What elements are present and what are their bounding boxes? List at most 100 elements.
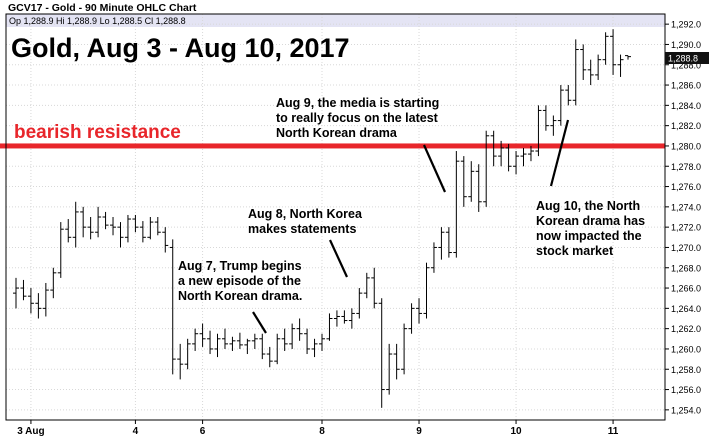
ohlc-bar xyxy=(580,44,587,80)
ohlc-bar xyxy=(110,217,117,236)
y-tick-label: 1,276.0 xyxy=(671,182,701,192)
ohlc-bar xyxy=(95,206,102,238)
y-tick-label: 1,262.0 xyxy=(671,324,701,334)
ohlc-bar xyxy=(430,242,437,273)
ohlc-bar xyxy=(139,221,146,243)
ohlc-bar xyxy=(505,143,512,172)
annotation-text-line: makes statements xyxy=(248,222,356,236)
y-tick-label: 1,290.0 xyxy=(671,40,701,50)
ohlc-bar xyxy=(572,39,579,106)
y-tick-label: 1,292.0 xyxy=(671,20,701,30)
ohlc-bar xyxy=(490,130,497,167)
y-tick-label: 1,280.0 xyxy=(671,141,701,151)
ohlc-bar xyxy=(289,323,296,349)
ohlc-bar xyxy=(602,32,609,65)
quote-readout: Op 1,288.9 Hi 1,288.9 Lo 1,288.5 Cl 1,28… xyxy=(9,16,186,26)
resistance-line-group xyxy=(0,143,665,149)
ohlc-bar xyxy=(513,151,520,175)
y-tick-label: 1,288.0 xyxy=(671,60,701,70)
ohlc-bar xyxy=(281,328,288,351)
y-tick-label: 1,272.0 xyxy=(671,223,701,233)
ohlc-bar xyxy=(236,332,243,349)
y-tick-label: 1,258.0 xyxy=(671,365,701,375)
x-axis: 3 Aug 4 6 8 9 10 11 xyxy=(17,420,619,437)
x-tick-label: 11 xyxy=(608,426,619,437)
ohlc-bar xyxy=(416,298,423,324)
x-tick-label: 6 xyxy=(200,426,206,437)
ohlc-bar xyxy=(177,343,184,380)
annotation-text-line: to really focus on the latest xyxy=(276,111,439,125)
ohlc-bar xyxy=(527,145,534,162)
ohlc-bar xyxy=(557,85,564,126)
plot-border xyxy=(5,13,666,421)
ohlc-bar xyxy=(587,59,594,86)
x-tick-label: 3 Aug xyxy=(17,426,44,437)
ohlc-bar xyxy=(132,214,139,233)
annotation-text-line: Korean drama has xyxy=(536,214,645,228)
ohlc-bar xyxy=(117,222,124,248)
ohlc-bar xyxy=(453,151,460,258)
y-tick-label: 1,286.0 xyxy=(671,81,701,91)
ohlc-bar xyxy=(154,217,161,236)
annotation-text-line: Aug 8, North Korea xyxy=(248,207,363,221)
ohlc-bar xyxy=(162,227,169,253)
ohlc-bar xyxy=(378,298,385,408)
ohlc-bar xyxy=(27,288,34,314)
ohlc-bar xyxy=(259,333,266,360)
ohlc-bar xyxy=(341,310,348,324)
ohlc-bar xyxy=(57,222,64,278)
last-price-label: 1,288.8 xyxy=(668,54,698,64)
ohlc-bar xyxy=(229,336,236,351)
ohlc-bar xyxy=(102,211,109,230)
y-tick-label: 1,282.0 xyxy=(671,121,701,131)
ohlc-bar xyxy=(445,227,452,258)
annotation-text-line: North Korean drama. xyxy=(178,289,302,303)
ohlc-bar xyxy=(617,54,624,77)
ohlc-bar xyxy=(363,272,370,299)
annotation-arrow xyxy=(329,239,348,278)
annotation-arrow xyxy=(549,119,570,187)
ohlc-bar xyxy=(326,313,333,341)
ohlc-bar xyxy=(542,105,549,131)
ohlc-bar xyxy=(565,85,572,106)
quote-header-band xyxy=(6,14,665,27)
ohlc-bar xyxy=(498,140,505,167)
ohlc-bar xyxy=(408,303,415,334)
ohlc-bar xyxy=(333,310,340,327)
ohlc-bar xyxy=(595,54,602,80)
ohlc-bar xyxy=(550,115,557,136)
annotation-text-line: Aug 9, the media is starting xyxy=(276,96,439,110)
annotation-text-line: Aug 10, the North xyxy=(536,199,640,213)
y-tick-label: 1,284.0 xyxy=(671,101,701,111)
y-tick-label: 1,274.0 xyxy=(671,202,701,212)
y-tick-label: 1,266.0 xyxy=(671,284,701,294)
chart-title: Gold, Aug 3 - Aug 10, 2017 xyxy=(11,33,350,63)
ohlc-bar xyxy=(42,282,49,317)
x-tick-label: 9 xyxy=(416,426,422,437)
x-tick-label: 8 xyxy=(319,426,325,437)
ohlc-bar xyxy=(87,217,94,240)
ohlc-bar xyxy=(475,164,482,212)
ohlc-bar xyxy=(460,156,467,207)
ohlc-bars xyxy=(13,29,631,408)
x-tick-label: 10 xyxy=(510,426,522,437)
ohlc-bar xyxy=(274,333,281,365)
ohlc-bar xyxy=(311,338,318,358)
ohlc-bar xyxy=(50,267,57,299)
y-tick-label: 1,278.0 xyxy=(671,162,701,172)
ohlc-bar xyxy=(214,333,221,358)
ohlc-bar xyxy=(184,338,191,370)
annotation-text-line: now impacted the xyxy=(536,229,642,243)
ohlc-bar xyxy=(423,262,430,319)
y-tick-label: 1,256.0 xyxy=(671,385,701,395)
resistance-label: bearish resistance xyxy=(14,122,181,143)
y-tick-label: 1,260.0 xyxy=(671,344,701,354)
ohlc-bar xyxy=(80,206,87,238)
resistance-line xyxy=(0,143,665,149)
ohlc-bar xyxy=(207,330,214,355)
